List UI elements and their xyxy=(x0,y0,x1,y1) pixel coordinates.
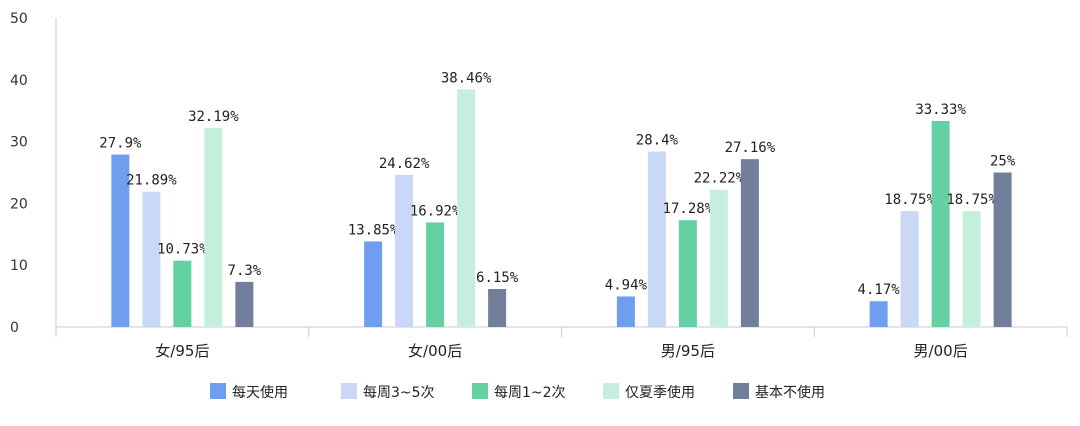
data-label: 22.22% xyxy=(694,171,745,187)
data-label: 21.89% xyxy=(126,173,177,189)
y-tick-label: 20 xyxy=(10,196,28,212)
data-label: 18.75% xyxy=(946,192,997,208)
legend-label: 每周3~5次 xyxy=(363,385,435,401)
bar xyxy=(488,288,507,327)
data-label: 25% xyxy=(990,154,1016,170)
data-label: 28.4% xyxy=(636,132,679,148)
y-tick-label: 30 xyxy=(10,135,28,151)
bar xyxy=(173,260,192,327)
data-label: 24.62% xyxy=(379,156,430,172)
data-label: 10.73% xyxy=(157,242,208,258)
bar xyxy=(616,296,635,327)
x-category-label: 女/95后 xyxy=(155,342,209,360)
y-tick-label: 40 xyxy=(10,73,28,89)
data-label: 13.85% xyxy=(348,222,399,238)
bar xyxy=(111,154,130,327)
y-tick-label: 50 xyxy=(10,11,28,27)
x-category-label: 男/95后 xyxy=(661,342,715,360)
x-category-label: 女/00后 xyxy=(408,342,462,360)
legend-label: 基本不使用 xyxy=(755,384,825,401)
bar xyxy=(204,128,223,327)
data-label: 33.33% xyxy=(915,102,966,118)
bar xyxy=(709,189,728,327)
data-label: 17.28% xyxy=(663,201,714,217)
data-label: 32.19% xyxy=(188,109,239,125)
bar xyxy=(457,89,476,327)
bar xyxy=(740,159,759,327)
legend-label: 仅夏季使用 xyxy=(625,384,695,401)
bar xyxy=(962,211,981,327)
y-tick-label: 10 xyxy=(10,258,28,274)
y-tick-label: 0 xyxy=(10,320,19,336)
bar xyxy=(869,301,888,327)
bar xyxy=(900,211,919,327)
legend-swatch xyxy=(210,383,226,399)
data-label: 27.9% xyxy=(99,136,142,152)
bar xyxy=(931,121,950,327)
bar xyxy=(142,191,161,327)
legend-swatch xyxy=(733,383,749,399)
bar xyxy=(993,172,1012,327)
data-label: 27.16% xyxy=(725,140,776,156)
data-label: 6.15% xyxy=(476,270,519,286)
legend-swatch xyxy=(472,383,488,399)
legend-swatch xyxy=(603,383,619,399)
legend-swatch xyxy=(341,383,357,399)
data-label: 16.92% xyxy=(410,203,461,219)
data-label: 18.75% xyxy=(884,192,935,208)
bar xyxy=(395,174,414,327)
data-label: 7.3% xyxy=(228,263,262,279)
bar xyxy=(364,241,383,327)
legend-label: 每周1~2次 xyxy=(494,385,566,401)
bar xyxy=(678,220,697,327)
bar xyxy=(235,281,254,327)
legend-label: 每天使用 xyxy=(232,384,288,401)
x-category-label: 男/00后 xyxy=(914,342,968,360)
data-label: 4.94% xyxy=(605,277,648,293)
data-label: 38.46% xyxy=(441,70,492,86)
bar xyxy=(647,151,666,327)
bar xyxy=(426,222,445,327)
data-label: 4.17% xyxy=(858,282,901,298)
